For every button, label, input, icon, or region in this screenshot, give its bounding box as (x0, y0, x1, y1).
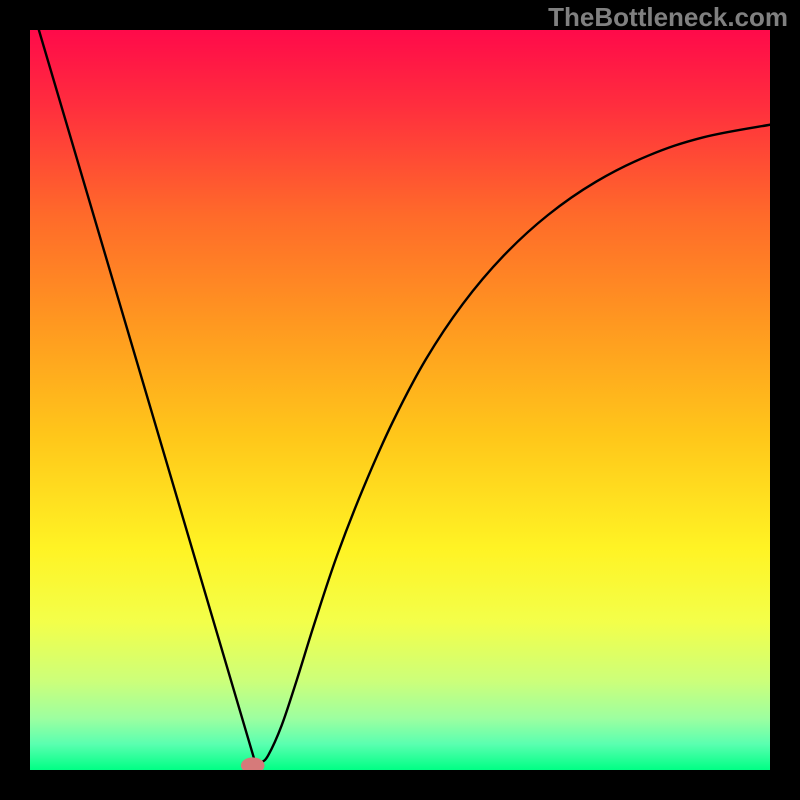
chart-background (30, 30, 770, 770)
watermark-text: TheBottleneck.com (548, 2, 788, 33)
plot-area (30, 30, 770, 770)
chart-svg (30, 30, 770, 770)
